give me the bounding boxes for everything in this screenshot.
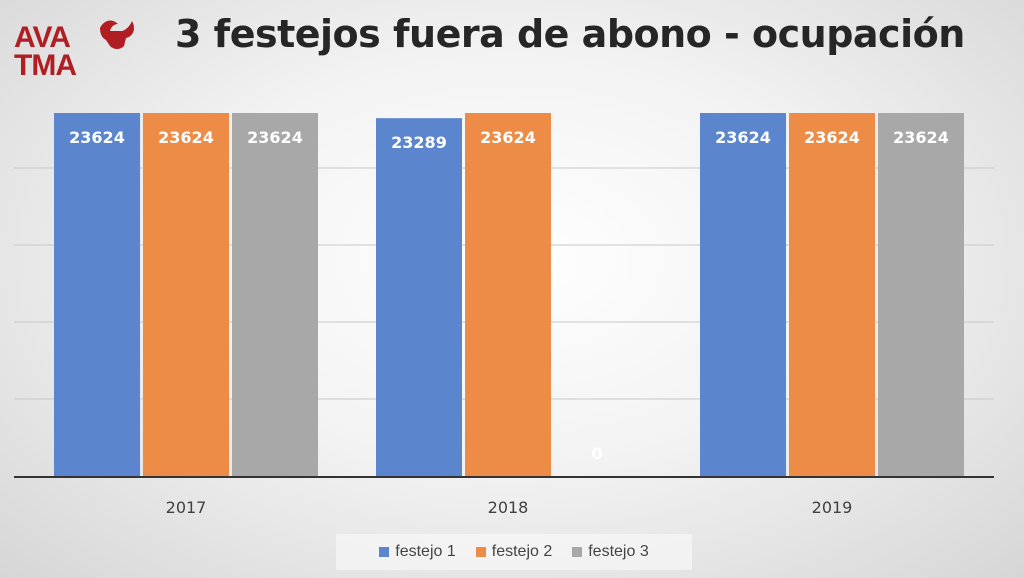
bar xyxy=(54,113,140,477)
legend-swatch xyxy=(572,547,583,557)
avatma-logo: AVA TMA xyxy=(14,16,142,84)
x-tick-label: 2019 xyxy=(812,498,853,517)
bar xyxy=(878,113,964,477)
bar xyxy=(465,113,551,477)
legend-swatch xyxy=(475,547,486,557)
logo-line-1: AVA xyxy=(14,21,71,54)
bar xyxy=(789,113,875,477)
logo-line-2: TMA xyxy=(14,49,77,82)
data-label: 23624 xyxy=(69,128,125,147)
legend-item: festejo 1 xyxy=(379,543,456,561)
bar xyxy=(700,113,786,477)
legend-item: festejo 3 xyxy=(572,543,649,561)
data-label: 23624 xyxy=(893,128,949,147)
data-label: 23289 xyxy=(391,133,447,152)
bar xyxy=(143,113,229,477)
legend-item: festejo 2 xyxy=(475,543,553,561)
legend-label: festejo 2 xyxy=(491,543,553,560)
data-label: 23624 xyxy=(480,128,536,147)
chart-title: 3 festejos fuera de abono - ocupación xyxy=(175,12,965,56)
legend-swatch xyxy=(379,547,390,557)
bar xyxy=(232,113,318,477)
bar xyxy=(376,118,462,478)
data-label: 23624 xyxy=(247,128,303,147)
x-tick-label: 2017 xyxy=(166,498,207,517)
data-label: 0 xyxy=(591,444,602,463)
data-label: 23624 xyxy=(158,128,214,147)
data-label: 23624 xyxy=(804,128,860,147)
legend-label: festejo 3 xyxy=(588,543,649,560)
x-tick-label: 2018 xyxy=(488,498,529,517)
bull-icon xyxy=(100,20,134,49)
data-label: 23624 xyxy=(715,128,771,147)
chart-legend: festejo 1 festejo 2 festejo 3 xyxy=(336,534,692,570)
legend-label: festejo 1 xyxy=(395,543,456,560)
